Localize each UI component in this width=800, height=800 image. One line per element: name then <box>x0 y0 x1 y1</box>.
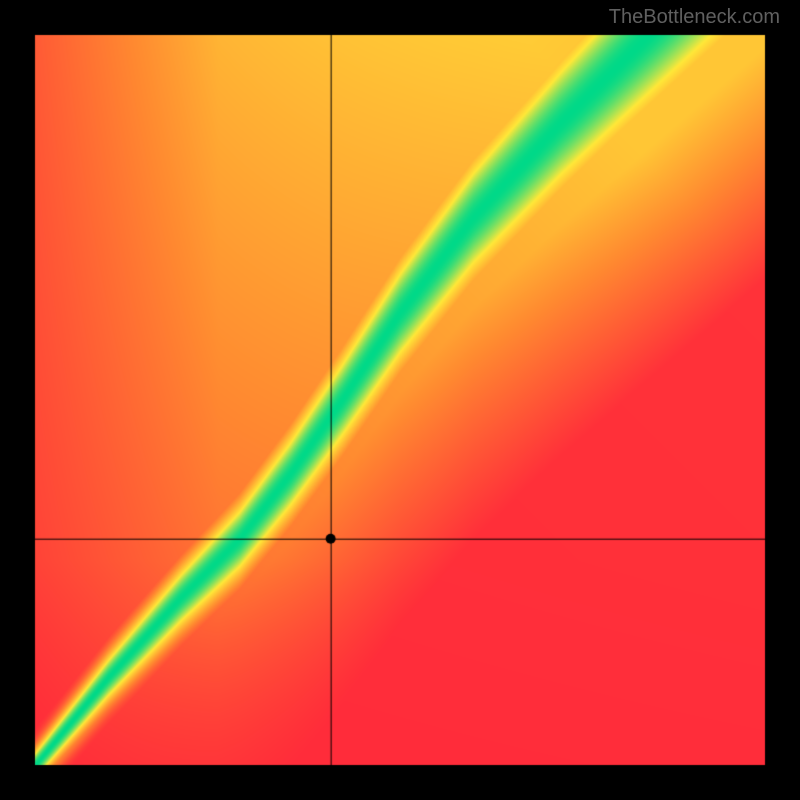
bottleneck-heatmap <box>0 0 800 800</box>
chart-container: TheBottleneck.com <box>0 0 800 800</box>
attribution-label: TheBottleneck.com <box>609 6 780 29</box>
